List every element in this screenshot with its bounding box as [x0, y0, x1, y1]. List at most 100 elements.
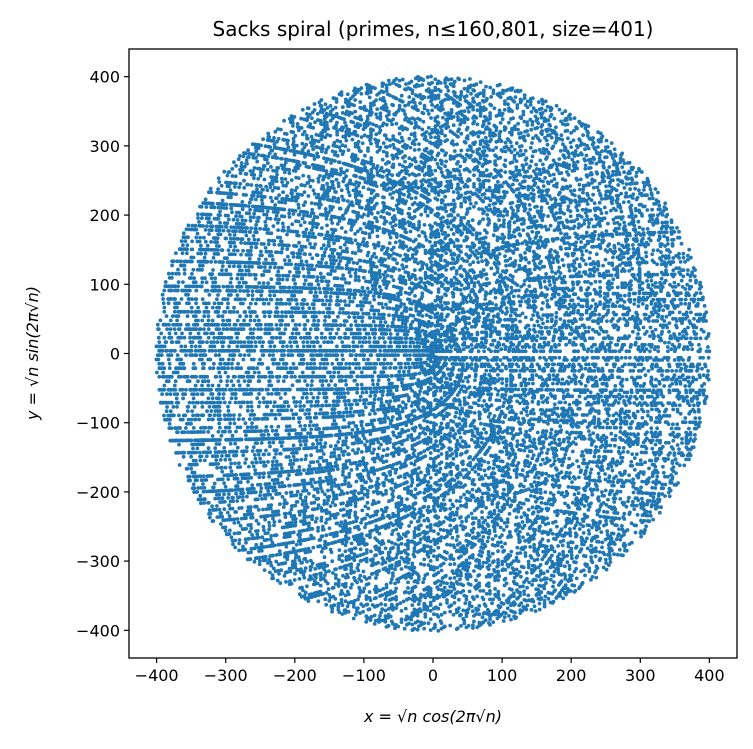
prime-point [474, 375, 478, 379]
prime-point [341, 466, 345, 470]
prime-point [365, 449, 369, 453]
prime-point [574, 382, 578, 386]
prime-point [444, 210, 448, 214]
prime-point [324, 353, 328, 357]
prime-point [513, 263, 517, 267]
prime-point [483, 297, 487, 301]
prime-point [403, 353, 407, 357]
prime-point [563, 299, 567, 303]
prime-point [390, 409, 394, 413]
prime-point [305, 396, 309, 400]
prime-point [295, 332, 299, 336]
prime-point [522, 420, 526, 424]
prime-point [436, 212, 440, 216]
prime-point [396, 332, 400, 336]
prime-point [452, 252, 456, 256]
prime-point [496, 389, 500, 393]
prime-point [310, 404, 314, 408]
prime-point [483, 240, 487, 244]
prime-point [386, 447, 390, 451]
prime-point [524, 377, 528, 381]
prime-point [491, 343, 495, 347]
prime-point [476, 312, 480, 316]
prime-point [356, 427, 360, 431]
prime-point [336, 327, 340, 331]
prime-point [509, 418, 513, 422]
prime-point [500, 377, 504, 381]
prime-point [347, 425, 351, 429]
prime-point [376, 211, 380, 215]
prime-point [396, 378, 400, 382]
prime-point [435, 444, 439, 448]
prime-point [326, 362, 330, 366]
prime-point [379, 320, 383, 324]
prime-point [484, 290, 488, 294]
prime-point [327, 241, 331, 245]
prime-point [410, 481, 414, 485]
prime-point [469, 410, 473, 414]
prime-point [343, 323, 347, 327]
prime-point [322, 427, 326, 431]
prime-point [362, 259, 366, 263]
prime-point [447, 488, 451, 492]
prime-point [487, 242, 491, 246]
prime-point [319, 438, 323, 442]
prime-point [511, 362, 515, 366]
prime-point [430, 302, 434, 306]
prime-point [486, 217, 490, 221]
prime-point [354, 358, 358, 362]
prime-point [445, 414, 449, 418]
prime-point [550, 270, 554, 274]
prime-point [409, 341, 413, 345]
prime-point [326, 371, 330, 375]
prime-point [362, 398, 366, 402]
prime-point [348, 362, 352, 366]
prime-point [516, 283, 520, 287]
prime-point [490, 403, 494, 407]
prime-point [423, 415, 427, 419]
prime-point [514, 289, 518, 293]
prime-point [354, 238, 358, 242]
prime-point [544, 437, 548, 441]
prime-point [392, 252, 396, 256]
prime-point [305, 362, 309, 366]
prime-point [373, 336, 377, 340]
prime-point [484, 272, 488, 276]
prime-point [489, 392, 493, 396]
prime-point [312, 319, 316, 323]
prime-point [478, 489, 482, 493]
prime-point [378, 349, 382, 353]
prime-point [376, 353, 380, 357]
prime-point [568, 363, 572, 367]
prime-point [335, 266, 339, 270]
prime-point [453, 436, 457, 440]
prime-point [352, 379, 356, 383]
prime-point [536, 402, 540, 406]
prime-point [349, 371, 353, 375]
prime-point [479, 270, 483, 274]
prime-point [341, 345, 345, 349]
prime-point [510, 389, 514, 393]
prime-point [482, 302, 486, 306]
prime-point [317, 287, 321, 291]
prime-point [511, 377, 515, 381]
prime-point [418, 389, 422, 393]
prime-point [314, 290, 318, 294]
prime-point [397, 318, 401, 322]
prime-point [430, 341, 434, 345]
prime-point [306, 340, 310, 344]
prime-point [360, 308, 364, 312]
prime-point [499, 337, 503, 341]
prime-point [329, 258, 333, 262]
prime-point [526, 454, 530, 458]
prime-point [491, 440, 495, 444]
prime-point [482, 427, 486, 431]
prime-point [471, 241, 475, 245]
prime-point [318, 345, 322, 349]
prime-point [373, 412, 377, 416]
prime-point [377, 302, 381, 306]
prime-point [384, 303, 388, 307]
prime-point [525, 409, 529, 413]
prime-point [321, 415, 325, 419]
prime-point [356, 242, 360, 246]
